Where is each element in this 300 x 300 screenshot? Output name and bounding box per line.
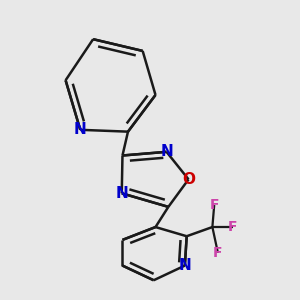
- Text: O: O: [182, 172, 195, 187]
- Text: F: F: [228, 220, 237, 234]
- Text: N: N: [178, 258, 191, 273]
- Text: N: N: [74, 122, 87, 137]
- Text: N: N: [160, 144, 173, 159]
- Text: F: F: [209, 198, 219, 212]
- Text: F: F: [213, 246, 223, 260]
- Text: N: N: [116, 186, 128, 201]
